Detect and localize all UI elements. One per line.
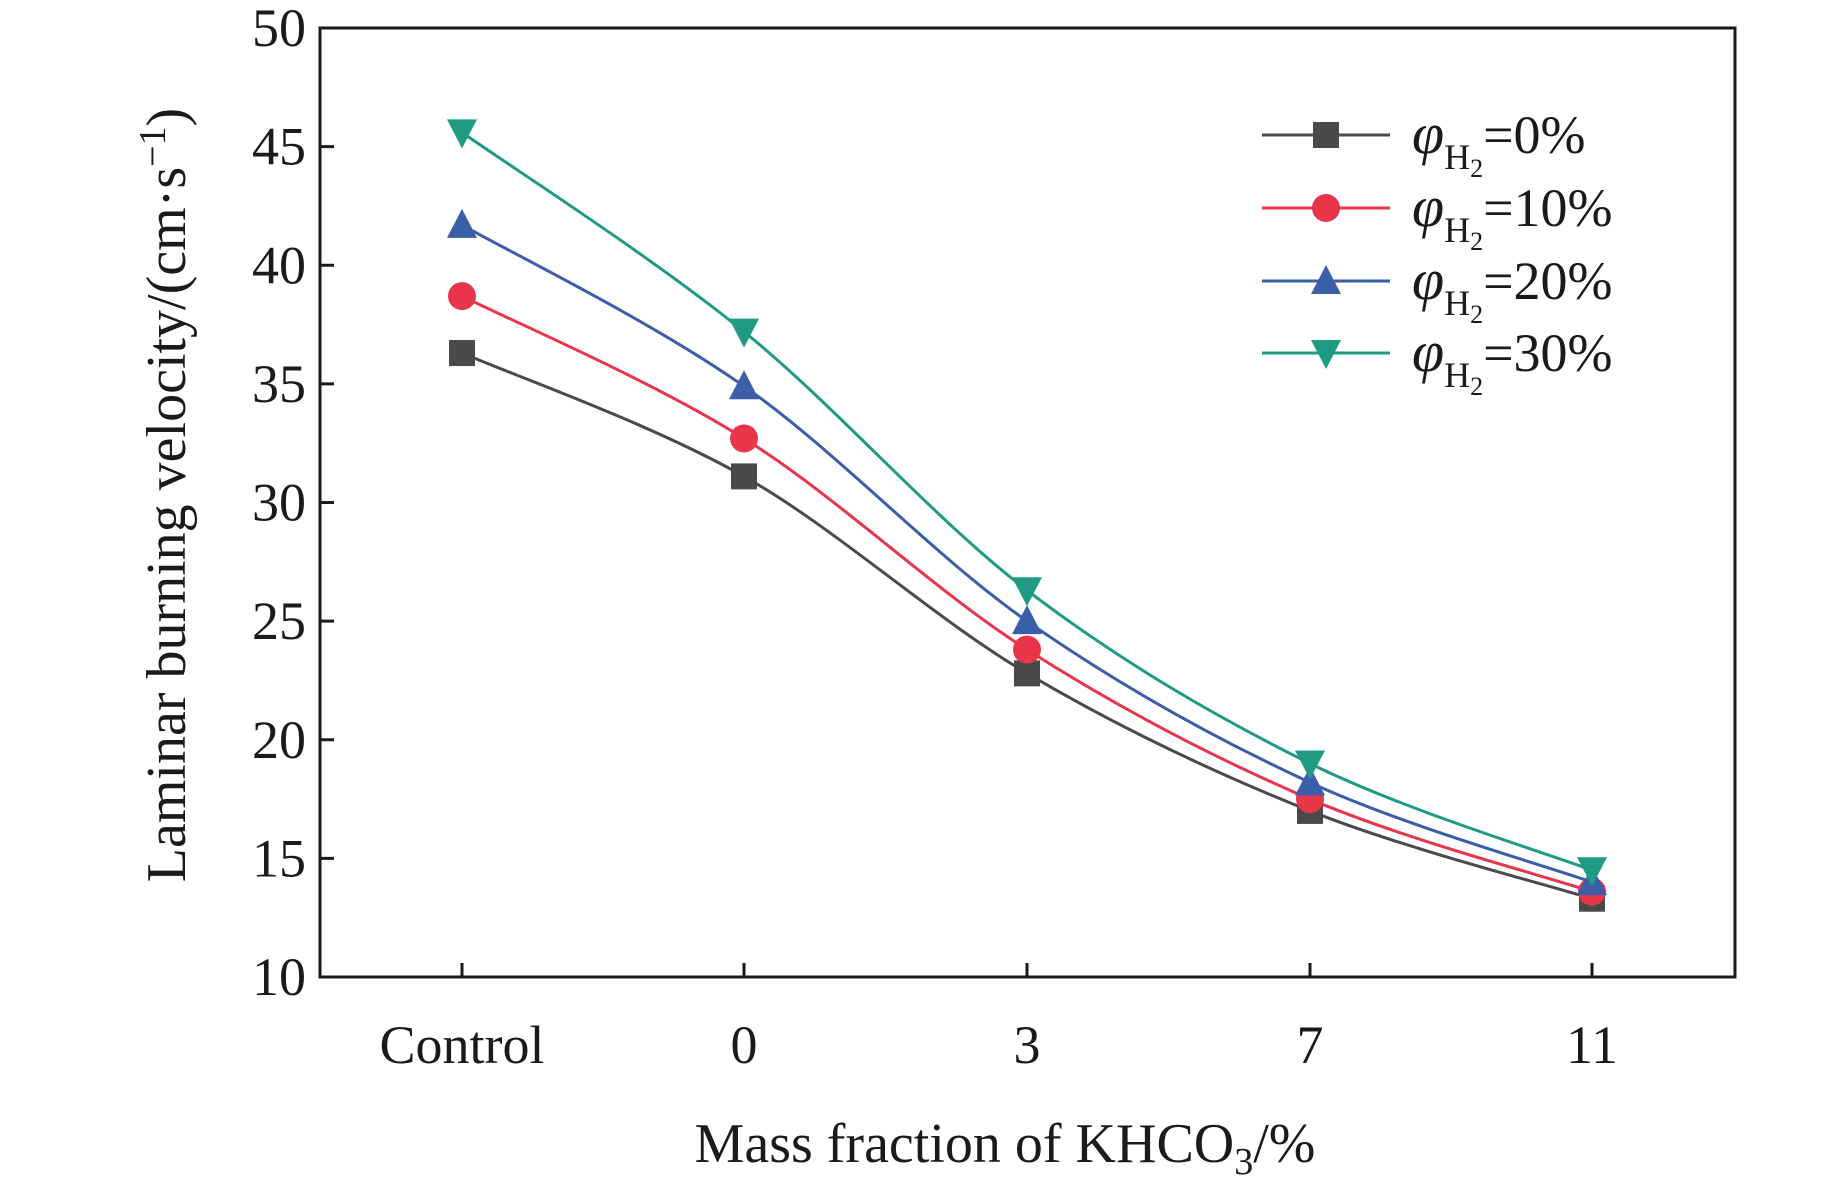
data-point-series-0 — [1014, 660, 1040, 687]
y-tick-label: 30 — [252, 473, 306, 533]
data-point-series-3 — [1012, 577, 1042, 607]
x-tick-label: Control — [379, 1015, 544, 1075]
data-point-series-0 — [731, 463, 757, 490]
legend-item-3: φH2=30% — [1262, 319, 1613, 401]
x-axis: Control 0 3 7 11 — [379, 963, 1618, 1075]
y-tick-label: 45 — [252, 117, 306, 177]
legend-label: φH2=10% — [1412, 174, 1613, 256]
legend: φH2=0%φH2=10%φH2=20%φH2=30% — [1262, 101, 1613, 401]
legend-marker — [1311, 340, 1341, 369]
x-tick-label: 3 — [1014, 1015, 1041, 1075]
data-point-series-1 — [1013, 635, 1041, 664]
legend-label: φH2=0% — [1412, 101, 1586, 183]
y-tick-label: 15 — [252, 828, 306, 888]
x-axis-label: Mass fraction of KHCO3/% — [695, 1113, 1316, 1181]
data-point-series-3 — [447, 119, 477, 149]
plot-border — [318, 26, 1737, 979]
legend-label: φH2=30% — [1412, 319, 1613, 401]
legend-item-2: φH2=20% — [1262, 247, 1613, 329]
legend-marker — [1313, 122, 1339, 148]
data-point-series-3 — [729, 318, 759, 348]
series-markers — [447, 119, 1607, 912]
x-tick-label: 11 — [1566, 1015, 1618, 1075]
data-point-series-2 — [729, 370, 759, 400]
y-tick-label: 50 — [252, 0, 306, 58]
y-tick-label: 25 — [252, 591, 306, 651]
series-line-3 — [461, 131, 1593, 872]
y-tick-label: 35 — [252, 354, 306, 414]
x-tick-label: 7 — [1297, 1015, 1324, 1075]
legend-label: φH2=20% — [1412, 247, 1613, 329]
y-axis-label: Laminar burning velocity/(cm·s−1) — [132, 108, 198, 882]
y-tick-label: 20 — [252, 710, 306, 770]
data-point-series-2 — [1012, 605, 1042, 635]
legend-item-0: φH2=0% — [1262, 101, 1586, 183]
x-tick-label: 0 — [731, 1015, 758, 1075]
plot-frame — [318, 26, 1737, 979]
data-point-series-3 — [1577, 857, 1607, 887]
data-point-series-2 — [1295, 766, 1325, 796]
data-point-series-1 — [730, 424, 758, 453]
y-tick-label: 40 — [252, 235, 306, 295]
y-tick-label: 10 — [252, 947, 306, 1007]
data-point-series-2 — [447, 208, 477, 238]
legend-marker — [1312, 194, 1340, 222]
legend-item-1: φH2=10% — [1262, 174, 1613, 256]
legend-marker — [1311, 265, 1341, 294]
y-axis: 10 15 20 25 30 35 40 45 50 — [252, 0, 334, 1007]
data-point-series-0 — [449, 340, 475, 367]
data-point-series-1 — [448, 282, 476, 311]
data-point-series-3 — [1295, 750, 1325, 780]
